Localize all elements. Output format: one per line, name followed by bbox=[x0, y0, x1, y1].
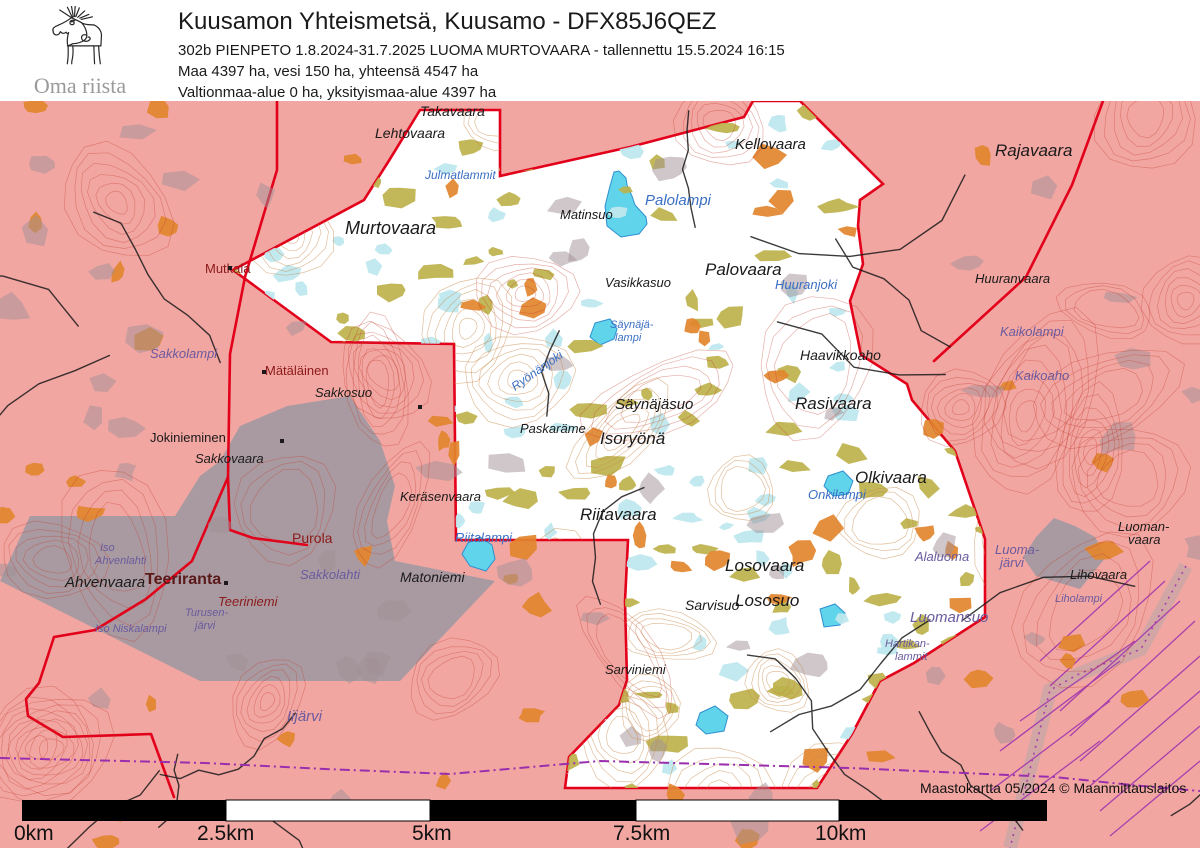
svg-text:Kaikolampi: Kaikolampi bbox=[1000, 324, 1065, 339]
svg-text:Iso Niskalampi: Iso Niskalampi bbox=[95, 623, 167, 635]
svg-text:0km: 0km bbox=[14, 822, 54, 845]
svg-text:Teeriranta: Teeriranta bbox=[145, 571, 221, 588]
svg-text:Säynäjäsuo: Säynäjäsuo bbox=[615, 396, 693, 413]
svg-text:Rajavaara: Rajavaara bbox=[995, 141, 1073, 160]
svg-text:Julmatlammit: Julmatlammit bbox=[424, 168, 496, 182]
svg-text:vaara: vaara bbox=[1128, 532, 1161, 547]
svg-text:10km: 10km bbox=[815, 822, 866, 845]
svg-text:Mätäläinen: Mätäläinen bbox=[265, 363, 329, 378]
svg-text:Murtovaara: Murtovaara bbox=[345, 218, 436, 238]
svg-text:Sakkosuo: Sakkosuo bbox=[315, 385, 372, 400]
svg-text:Riitavaara: Riitavaara bbox=[580, 505, 657, 524]
svg-text:Takavaara: Takavaara bbox=[420, 103, 485, 119]
svg-text:Huuranjoki: Huuranjoki bbox=[775, 277, 838, 292]
svg-text:Lososuo: Lososuo bbox=[735, 591, 799, 610]
svg-text:Riitalampi: Riitalampi bbox=[455, 530, 513, 545]
svg-text:Palovaara: Palovaara bbox=[705, 260, 782, 279]
svg-text:Haavikkoaho: Haavikkoaho bbox=[800, 347, 881, 363]
svg-text:Hartikan-: Hartikan- bbox=[885, 638, 930, 650]
svg-text:lampi: lampi bbox=[615, 332, 642, 344]
svg-text:Sakkolampi: Sakkolampi bbox=[150, 346, 218, 361]
svg-text:Teeriniemi: Teeriniemi bbox=[218, 594, 279, 609]
svg-text:Sakkovaara: Sakkovaara bbox=[195, 451, 264, 466]
svg-text:Matinsuo: Matinsuo bbox=[560, 207, 613, 222]
svg-text:Säynäjä-: Säynäjä- bbox=[610, 319, 654, 331]
svg-text:5km: 5km bbox=[412, 822, 452, 845]
svg-text:Maastokartta 05/2024 © Maanmit: Maastokartta 05/2024 © Maanmittauslaitos bbox=[920, 780, 1186, 796]
svg-text:Kellovaara: Kellovaara bbox=[735, 136, 806, 153]
svg-text:Purola: Purola bbox=[292, 530, 333, 546]
svg-text:Paskaräme: Paskaräme bbox=[520, 421, 586, 436]
svg-text:Onkilampi: Onkilampi bbox=[808, 487, 867, 502]
svg-text:lammit: lammit bbox=[895, 651, 928, 663]
svg-text:Losovaara: Losovaara bbox=[725, 556, 804, 575]
svg-text:Sakkolahti: Sakkolahti bbox=[300, 567, 361, 582]
svg-text:Sarviniemi: Sarviniemi bbox=[605, 662, 667, 677]
svg-text:Alaluoma: Alaluoma bbox=[914, 549, 969, 564]
svg-text:Matoniemi: Matoniemi bbox=[400, 569, 465, 585]
svg-text:Kaikoaho: Kaikoaho bbox=[1015, 368, 1069, 383]
svg-text:Luomansuo: Luomansuo bbox=[910, 609, 988, 626]
svg-text:Liholampi: Liholampi bbox=[1055, 593, 1103, 605]
svg-text:Palolampi: Palolampi bbox=[645, 192, 712, 209]
svg-text:Lehtovaara: Lehtovaara bbox=[375, 125, 445, 141]
svg-text:Rasivaara: Rasivaara bbox=[795, 394, 872, 413]
svg-text:Sarvisuo: Sarvisuo bbox=[685, 597, 740, 613]
svg-text:järvi: järvi bbox=[193, 620, 216, 632]
svg-text:järvi: järvi bbox=[998, 555, 1025, 570]
svg-text:Keräsenvaara: Keräsenvaara bbox=[400, 489, 481, 504]
svg-text:Ahvenlahti: Ahvenlahti bbox=[94, 555, 147, 567]
svg-text:Iso: Iso bbox=[100, 542, 115, 554]
svg-text:Olkivaara: Olkivaara bbox=[855, 468, 927, 487]
svg-text:Iijärvi: Iijärvi bbox=[287, 708, 323, 725]
svg-text:7.5km: 7.5km bbox=[613, 822, 670, 845]
svg-text:Vasikkasuo: Vasikkasuo bbox=[605, 275, 671, 290]
svg-text:Jokinieminen: Jokinieminen bbox=[150, 430, 226, 445]
svg-text:Isoryönä: Isoryönä bbox=[600, 429, 665, 448]
svg-text:Lihovaara: Lihovaara bbox=[1070, 567, 1127, 582]
svg-text:Huuranvaara: Huuranvaara bbox=[975, 271, 1050, 286]
svg-text:2.5km: 2.5km bbox=[197, 822, 254, 845]
svg-text:Ahvenvaara: Ahvenvaara bbox=[64, 574, 145, 591]
